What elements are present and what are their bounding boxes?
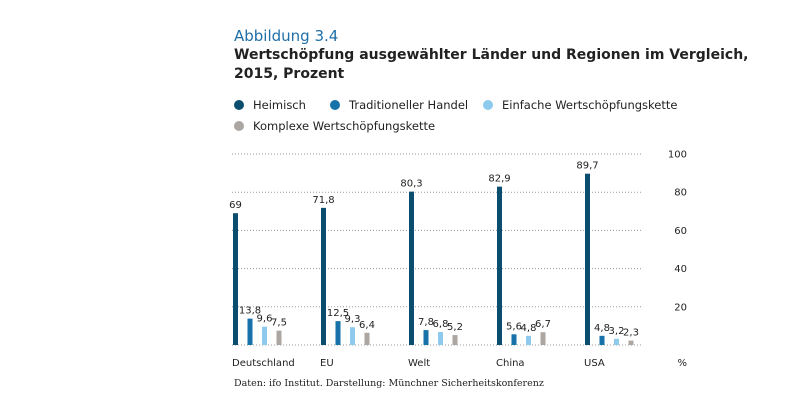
- x-category-label: Welt: [408, 358, 430, 369]
- legend-item-traditioneller-handel: Traditioneller Handel: [330, 98, 468, 112]
- data-label: 6,8: [433, 319, 449, 330]
- bar-welt-2: [423, 330, 429, 345]
- data-label: 5,2: [447, 322, 463, 333]
- bar-usa-2: [599, 335, 605, 345]
- legend-dot-icon: [330, 100, 340, 110]
- x-category-label: Deutschland: [232, 358, 295, 369]
- data-label: 3,2: [609, 326, 625, 337]
- bar-usa-1: [585, 173, 590, 345]
- legend-label: Traditioneller Handel: [349, 98, 469, 112]
- x-category-label: EU: [320, 358, 334, 369]
- figure-label: Abbildung 3.4: [234, 27, 339, 45]
- data-label: 2,3: [623, 328, 639, 339]
- chart-title-line2: 2015, Prozent: [234, 66, 345, 82]
- bar-eu-1: [321, 207, 326, 345]
- data-label: 7,8: [418, 317, 434, 328]
- data-label: 71,8: [312, 195, 334, 206]
- legend-dot-icon: [483, 100, 493, 110]
- y-tick-label: 40: [674, 264, 687, 275]
- x-category-label: China: [496, 358, 525, 369]
- source-note: Daten: ifo Institut. Darstellung: Münchn…: [234, 378, 544, 389]
- bar-deutschland-1: [233, 213, 238, 345]
- bar-welt-4: [452, 335, 458, 345]
- data-label: 80,3: [400, 179, 422, 190]
- legend-item-komplexe: Komplexe Wertschöpfungskette: [234, 119, 435, 133]
- bar-eu-4: [364, 332, 370, 345]
- bar-deutschland-3: [262, 326, 267, 345]
- bar-usa-4: [628, 340, 634, 345]
- data-label: 82,9: [488, 174, 510, 185]
- y-tick-label: 20: [674, 302, 687, 313]
- y-tick-label: 60: [674, 226, 687, 237]
- data-label: 4,8: [521, 323, 537, 334]
- legend-label: Heimisch: [253, 98, 306, 112]
- bar-eu-2: [335, 321, 341, 345]
- chart-title-line1: Wertschöpfung ausgewählter Länder und Re…: [234, 47, 749, 63]
- x-category-label: USA: [584, 358, 605, 369]
- data-label: 12,5: [327, 308, 349, 319]
- data-label: 6,7: [535, 319, 551, 330]
- y-tick-label: 100: [668, 150, 687, 161]
- legend-label: Einfache Wertschöpfungskette: [502, 98, 678, 112]
- bar-deutschland-4: [276, 330, 282, 345]
- bar-china-2: [511, 334, 517, 345]
- data-label: 9,6: [257, 314, 273, 325]
- bar-china-4: [540, 332, 546, 345]
- data-label: 9,3: [345, 314, 361, 325]
- bar-welt-1: [409, 191, 414, 345]
- legend-item-einfache: Einfache Wertschöpfungskette: [483, 98, 677, 112]
- y-tick-label: 80: [674, 188, 687, 199]
- legend-item-heimisch: Heimisch: [234, 98, 306, 112]
- bar-welt-3: [438, 332, 443, 345]
- bar-china-3: [526, 335, 531, 345]
- data-label: 89,7: [576, 161, 598, 172]
- bar-china-1: [497, 186, 502, 345]
- bar-deutschland-2: [247, 318, 253, 345]
- data-label: 4,8: [594, 323, 610, 334]
- data-label: 6,4: [359, 320, 375, 331]
- legend-label: Komplexe Wertschöpfungskette: [253, 119, 436, 133]
- data-label: 5,6: [506, 321, 522, 332]
- legend-dot-icon: [234, 100, 244, 110]
- bar-eu-3: [350, 327, 355, 345]
- bar-usa-3: [614, 338, 619, 345]
- data-label: 7,5: [271, 318, 287, 329]
- data-label: 69: [229, 200, 242, 211]
- data-label: 13,8: [239, 306, 261, 317]
- legend-dot-icon: [234, 121, 244, 131]
- y-axis-unit-label: %: [677, 358, 687, 369]
